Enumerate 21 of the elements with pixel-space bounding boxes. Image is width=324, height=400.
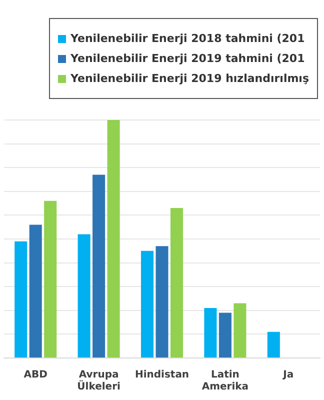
bar (14, 241, 28, 358)
bar (234, 303, 246, 358)
legend-label: Yenilenebilir Enerji 2019 hızlandırılmış (70, 72, 309, 85)
bar (92, 174, 106, 358)
bar (204, 308, 217, 358)
bar (267, 332, 280, 358)
bar (170, 208, 184, 358)
x-tick-label: Latin Amerika (202, 370, 249, 393)
bar (78, 234, 90, 358)
x-tick-label: Ja (282, 370, 294, 381)
x-tick-label: Avrupa Ülkeleri (77, 370, 120, 393)
legend-label: Yenilenebilir Enerji 2019 tahmini (201 (70, 52, 305, 65)
bar (29, 224, 42, 358)
bar (107, 120, 120, 358)
bar (44, 200, 57, 358)
x-tick-label: ABD (24, 370, 48, 381)
x-tick-label: Hindistan (134, 370, 190, 381)
bar (218, 312, 232, 358)
bar (156, 246, 168, 358)
bar (140, 250, 154, 358)
legend-label: Yenilenebilir Enerji 2018 tahmini (201 (70, 32, 305, 45)
